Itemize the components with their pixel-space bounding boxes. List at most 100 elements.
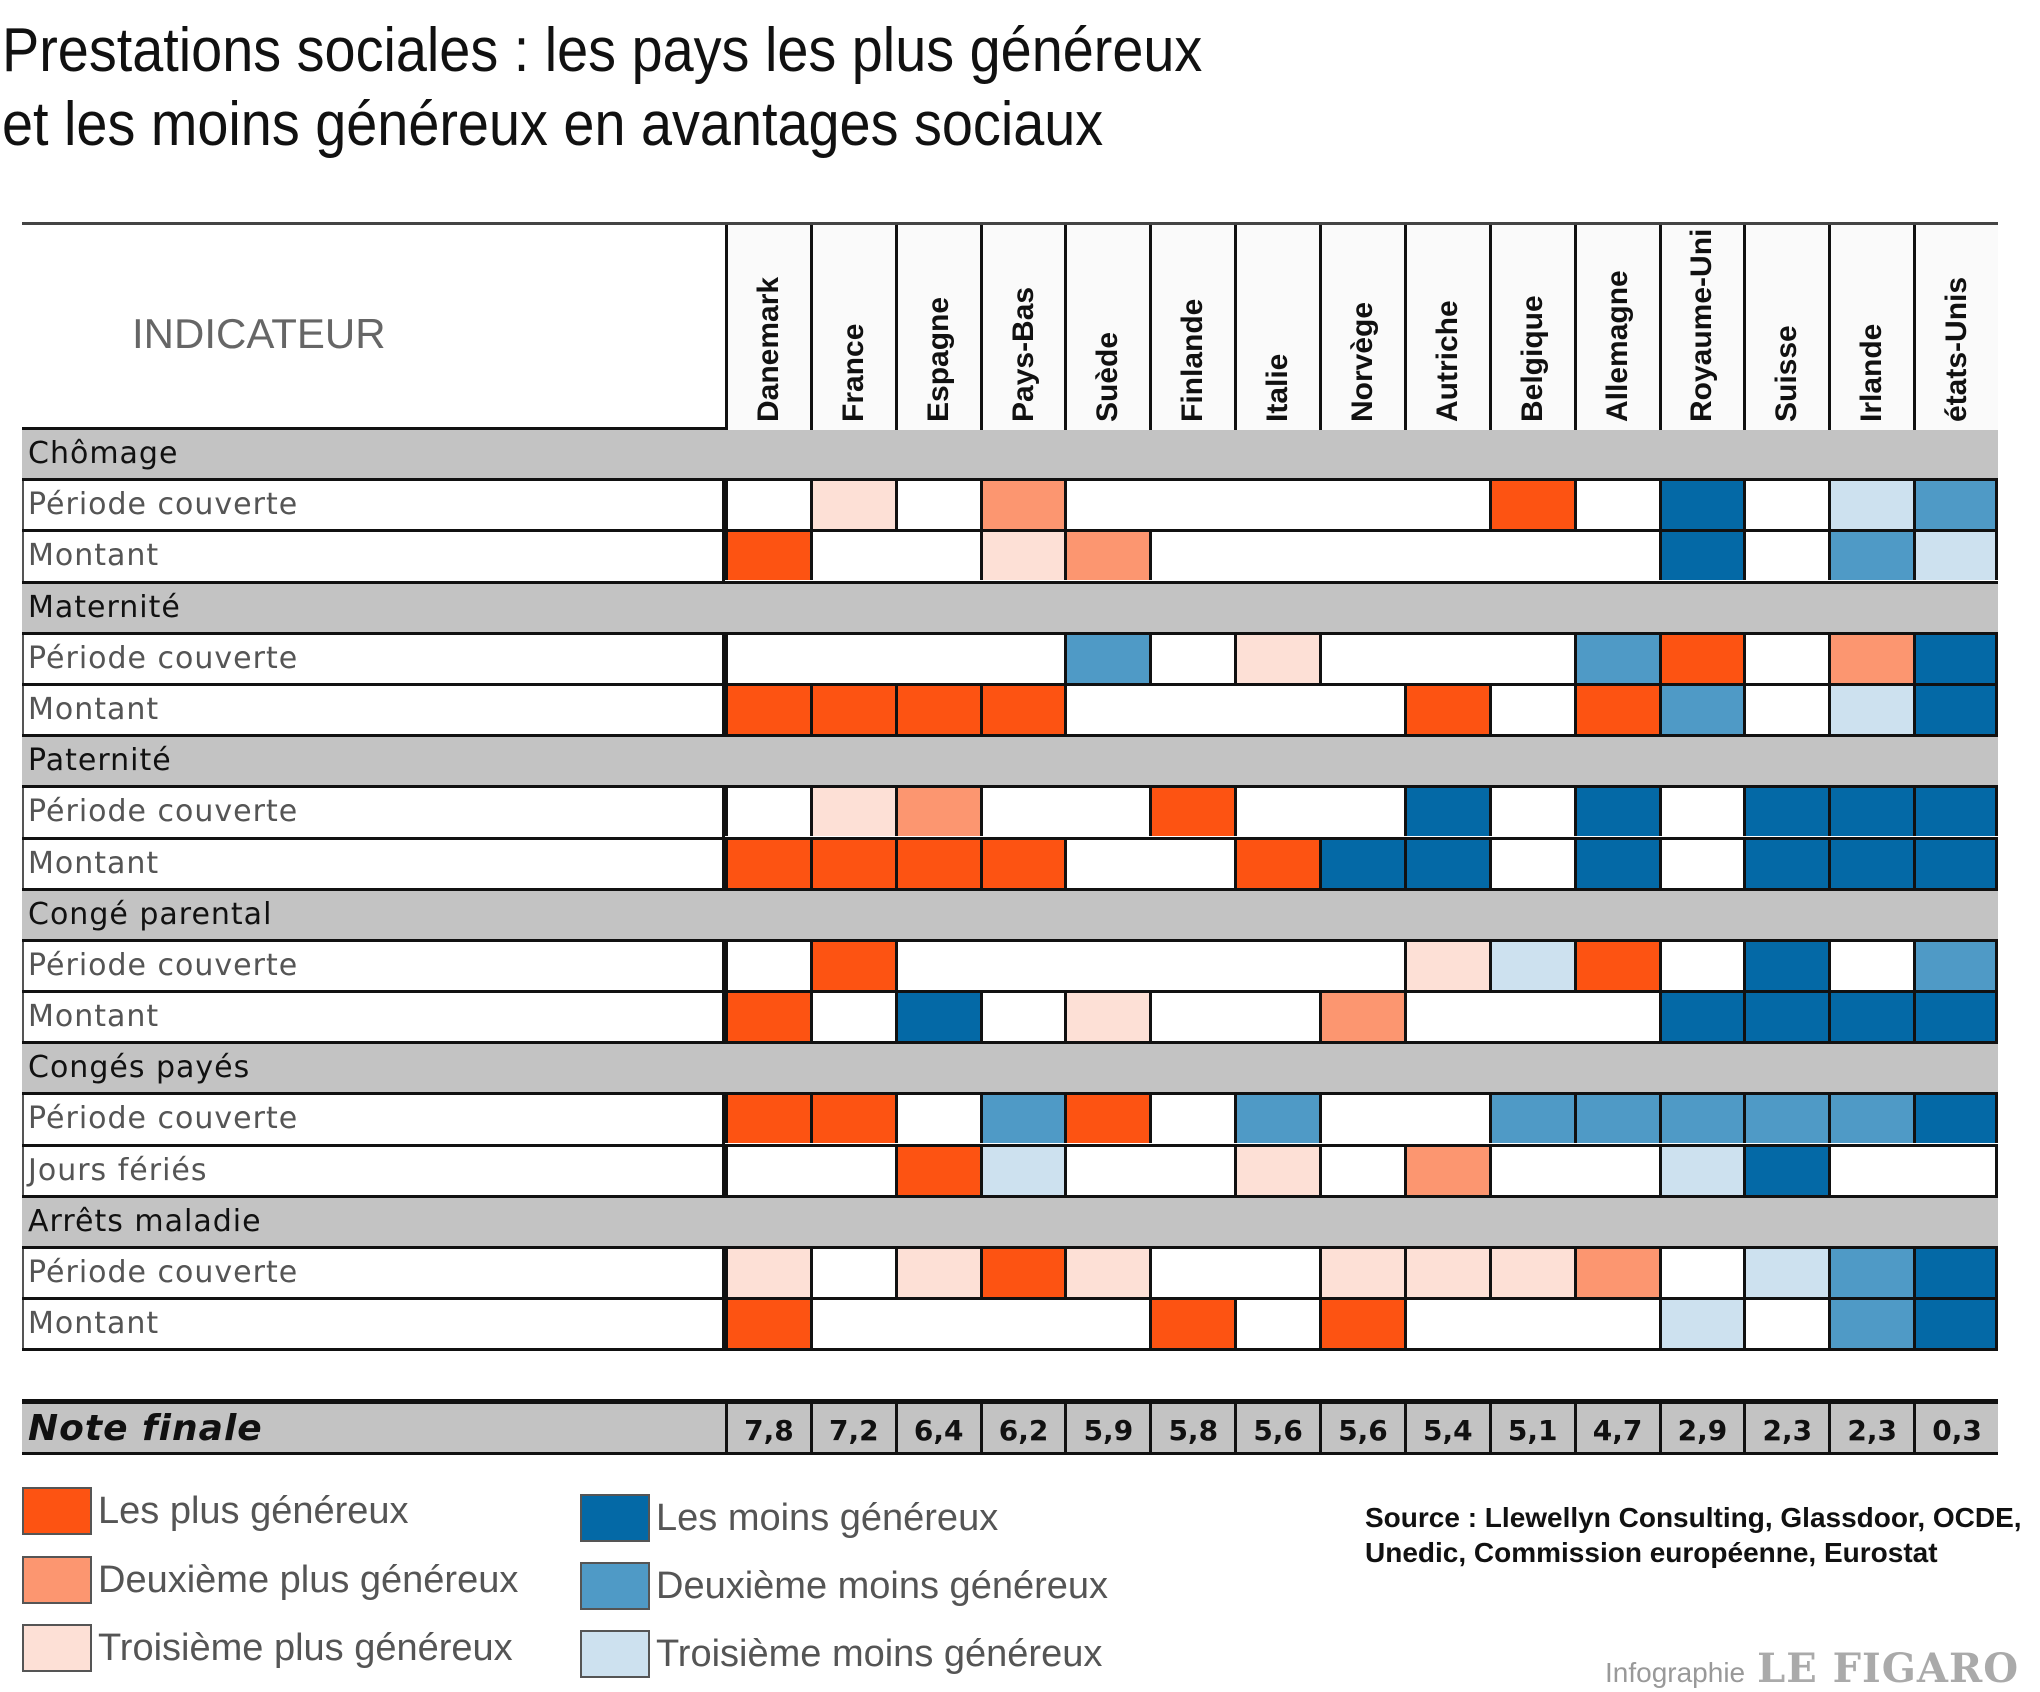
final-score: 5,6 [1319,1404,1404,1455]
heatmap-cell [1743,1249,1829,1297]
heatmap-cell [1234,685,1320,734]
source-line-1: Source : Llewellyn Consulting, Glassdoor… [1365,1502,2022,1533]
heatmap-cell [1573,685,1659,734]
heatmap-cell [809,685,895,734]
heatmap-cell [894,839,980,888]
heatmap-cell [1573,1095,1659,1144]
heatmap-cell [894,941,980,990]
heatmap-cell [979,788,1065,837]
heatmap-cell [979,1146,1065,1195]
final-score: 6,4 [894,1404,980,1455]
indicator-name-cell [22,1095,725,1144]
heatmap-cell [1403,1095,1489,1144]
heatmap-cell [894,685,980,734]
heatmap-cell [1743,839,1829,888]
indicator-name-cell [22,993,725,1042]
country-label: France [836,323,870,422]
indicator-label: Période couverte [28,947,299,983]
heatmap-cell [894,532,980,581]
heatmap-cell [1149,634,1235,683]
indicator-label: Montant [28,538,160,574]
final-score: 7,2 [809,1404,895,1455]
chart-title: Prestations sociales : les pays les plus… [2,14,1202,162]
heatmap-cell [1149,1300,1235,1349]
indicator-row: Montant [22,532,1998,584]
heatmap-cell [979,1249,1065,1297]
heatmap-cell [1658,481,1744,530]
heatmap-cell [1828,1146,1914,1195]
country-label: Belgique [1515,295,1549,422]
country-label: Pays-Bas [1006,286,1040,422]
heatmap-cell [979,685,1065,734]
heatmap-cell [1234,993,1320,1042]
heatmap-cell [1488,788,1574,837]
heatmap-cell [1828,839,1914,888]
heatmap-cell [1403,839,1489,888]
heatmap-cell [894,634,980,683]
heatmap-cell [1488,685,1574,734]
heatmap-cell [894,1249,980,1297]
heatmap-cell [979,941,1065,990]
heatmap-cell [1403,788,1489,837]
indicator-header: INDICATEUR [132,310,386,357]
heatmap-cell [894,788,980,837]
heatmap-cell [1488,941,1574,990]
heatmap-cell [1234,1095,1320,1144]
heatmap-cell [725,941,810,990]
heatmap-cell [979,1300,1065,1349]
heatmap-cell [1319,1146,1404,1195]
indicator-label: Montant [28,999,160,1035]
legend-item: Deuxième plus généreux [22,1556,518,1604]
heatmap-cell [1149,532,1235,581]
heatmap-cell [809,839,895,888]
legend-item: Les moins généreux [580,1494,998,1542]
heatmap-cell [1743,993,1829,1042]
heatmap-cell [1064,1146,1150,1195]
heatmap-cell [1743,685,1829,734]
heatmap-cell [809,1146,895,1195]
heatmap-cell [1149,685,1235,734]
heatmap-cell [1064,1300,1150,1349]
heatmap-cell [1913,1300,1998,1349]
heatmap-cell [1913,634,1998,683]
group-row: Congés payés [22,1044,1998,1096]
heatmap-cell [1913,1249,1998,1297]
heatmap-cell [1573,481,1659,530]
heatmap-cell [1064,788,1150,837]
heatmap-cell [1319,634,1404,683]
heatmap-cell [1743,941,1829,990]
heatmap-cell [1573,788,1659,837]
heatmap-cell [1488,839,1574,888]
group-row: Arrêts maladie [22,1197,1998,1249]
heatmap-cell [979,634,1065,683]
group-label: Paternité [28,743,172,779]
heatmap-cell [1234,839,1320,888]
heatmap-cell [1319,1300,1404,1349]
heatmap-cell [1064,634,1150,683]
heatmap-cell [809,993,895,1042]
heatmap-cell [1403,481,1489,530]
heatmap-cell [1828,481,1914,530]
heatmap-cell [1828,1249,1914,1297]
heatmap-cell [1064,532,1150,581]
le-figaro-logo: LE FIGARO [1757,1645,2020,1692]
heatmap-cell [1658,1146,1744,1195]
heatmap-cell [1658,993,1744,1042]
heatmap-cell [1234,532,1320,581]
indicator-name-cell [22,685,725,735]
heatmap-cell [1573,1300,1659,1349]
heatmap-cell [809,634,895,683]
heatmap-cell [1149,941,1235,990]
heatmap-cell [1658,1300,1744,1349]
heatmap-cell [1064,685,1150,734]
heatmap-cell [1064,481,1150,530]
indicator-name-cell [22,634,725,683]
heatmap-cell [1403,685,1489,734]
heatmap-cell [1403,634,1489,683]
heatmap-cell [1743,1095,1829,1144]
source-note: Source : Llewellyn Consulting, Glassdoor… [1365,1500,2022,1570]
heatmap-cell [1658,788,1744,837]
heatmap-cell [894,993,980,1042]
heatmap-cell [1319,532,1404,581]
heatmap-cell [1828,1300,1914,1349]
